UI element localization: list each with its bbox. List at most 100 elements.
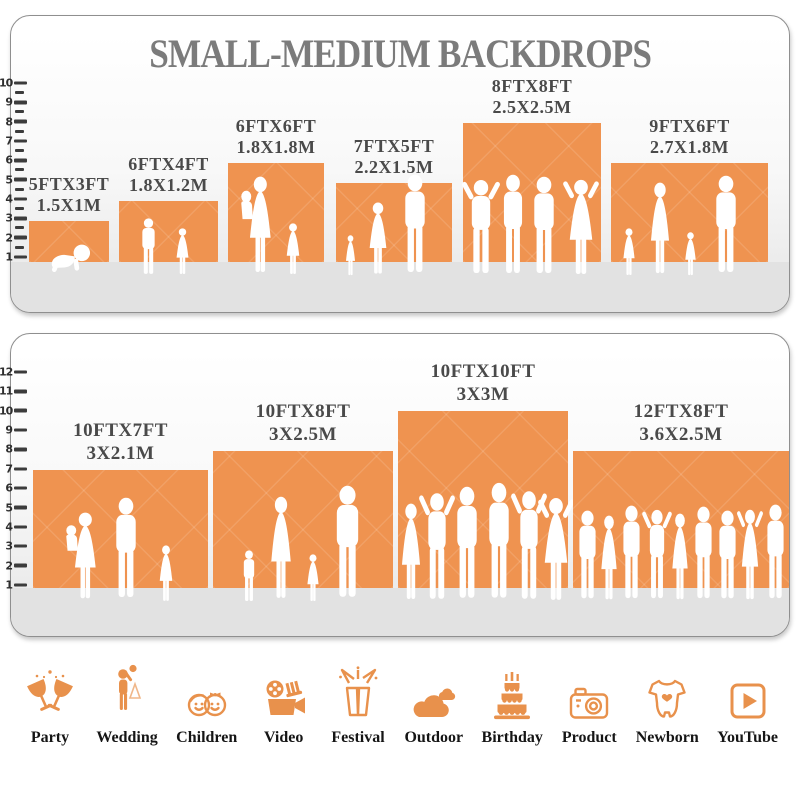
size-ft: 6FTX6FT [235,115,317,136]
silhouette-woman [271,496,291,598]
party-icon [27,670,73,711]
backdrop-bar-10x7: 10FTX7FT 3X2.1M [33,420,208,601]
ruler-tick: 4 [0,520,27,533]
backdrop-bar-5x3: 5FTX3FT 1.5X1M [29,174,109,273]
category-label: Wedding [96,729,158,746]
category-children: Children [176,658,237,747]
size-ft: 10FTX7FT [73,420,168,442]
children-icon [187,692,226,717]
silhouette-man [623,505,640,599]
silhouette-woman [601,515,617,600]
ruler-tick: 1 [0,578,27,591]
silhouette-girl [623,228,635,276]
silhouette-man [534,176,554,274]
backdrop-bar-12x8: 12FTX8FT 3.6X2.5M [573,401,789,600]
size-ft: 7FTX5FT [353,135,435,156]
backdrop-size-label: 8FTX8FT 2.5X2.5M [492,76,573,118]
ruler-tick: 6 [0,482,27,495]
ruler-tick: 8 [0,115,27,128]
backdrop-size-label: 5FTX3FT 1.5X1M [29,174,110,216]
size-ft: 10FTX8FT [255,401,351,423]
size-m: 3X2.5M [269,423,337,445]
silhouette-man [767,504,784,599]
ruler-tick: 7 [0,134,27,147]
silhouette-man-arms-up [641,509,673,599]
outdoor-icon [413,688,455,717]
page-title: SMALL-MEDIUM BACKDROPS [149,31,652,76]
size-m: 1.5X1M [36,194,102,215]
panel-card: 10FTX7FT 3X2.1M 10FTX8FT 3X2.5M 10FTX10F… [10,333,790,637]
size-ft: 5FTX3FT [28,173,110,194]
backdrop-size-label: 10FTX8FT 3X2.5M [256,401,351,446]
size-m: 3X3M [456,383,510,405]
silhouette-man [457,486,477,598]
category-product: Product [561,658,617,747]
category-outdoor: Outdoor [404,658,463,747]
silhouette-woman [650,182,670,274]
silhouette-man-arms-up [418,493,456,599]
backdrop-bar-7x5: 7FTX5FT 2.2X1.5M [336,136,452,276]
backdrop-bar-6x4: 6FTX4FT 1.8X1.2M [119,154,218,275]
silhouette-man [579,510,596,599]
category-label: Outdoor [404,729,464,746]
silhouette-mother-with-child [66,512,96,599]
silhouette-man [116,497,136,597]
size-m: 3X2.1M [86,442,155,464]
ruler-tick: 9 [0,424,27,437]
birthday-icon [494,672,531,720]
silhouette-girl [307,554,319,602]
ruler-tick: 3 [0,540,27,553]
size-m: 3.6X2.5M [639,423,723,445]
size-m: 1.8X1.2M [128,174,208,195]
silhouette-crawling-baby [51,244,91,273]
category-label: YouTube [717,729,778,746]
backdrop-bar-8x8: 8FTX8FT 2.5X2.5M [461,76,601,275]
category-newborn: Newborn [636,658,699,747]
silhouette-man [503,174,523,273]
size-ft: 10FTX10FT [430,361,536,383]
category-video: Video [256,658,312,747]
category-festival: Festival [330,658,386,747]
size-ft: 8FTX8FT [491,75,573,96]
festival-icon [339,666,378,717]
ruler-tick: 7 [0,462,27,475]
ruler-tick: 9 [0,96,27,109]
backdrop-size-label: 6FTX6FT 1.8X1.8M [236,116,317,158]
category-birthday: Birthday [482,658,543,747]
category-label: Party [30,729,70,746]
ruler-minor-tick [15,129,24,133]
ruler-tick: 6 [0,154,27,167]
backdrop-size-label: 7FTX5FT 2.2X1.5M [354,136,435,178]
ruler-minor-tick [15,168,24,172]
category-label: Product [561,729,617,746]
silhouette-man [405,174,425,272]
panel-medium-backdrops: 10FTX7FT 3X2.1M 10FTX8FT 3X2.5M 10FTX10F… [0,333,790,637]
video-icon [266,680,305,715]
ruler-minor-tick [15,110,24,114]
silhouette-man [695,506,712,599]
ruler-tick: 5 [0,501,27,514]
ruler-tick: 12 [0,366,27,379]
size-ft: 6FTX4FT [128,153,209,174]
backdrop-size-label: 6FTX4FT 1.8X1.2M [128,154,209,196]
backdrop-size-label: 12FTX8FT 3.6X2.5M [634,401,729,446]
silhouette-toddler [345,235,356,276]
backdrop-bar-6x6: 6FTX6FT 1.8X1.8M [228,116,324,274]
ruler-tick: 5 [0,173,27,186]
product-icon [570,687,609,719]
category-party: Party [22,658,78,747]
silhouette-man-arms-up [461,179,501,274]
panel-small-backdrops: SMALL-MEDIUM BACKDROPS 5FTX3FT 1.5X1M 6F… [0,15,790,313]
ruler-minor-tick [15,91,24,95]
silhouette-mother-with-child [241,176,271,273]
panel-card: SMALL-MEDIUM BACKDROPS 5FTX3FT 1.5X1M 6F… [10,15,790,313]
category-label: Festival [331,729,385,746]
category-label: Video [263,729,304,746]
backdrop-bar-10x10: 10FTX10FT 3X3M [398,361,575,600]
ruler-tick: 10 [0,404,27,417]
ruler-minor-tick [15,149,24,153]
silhouette-man [489,482,509,598]
silhouette-woman-arms-up [736,509,764,600]
category-youtube: YouTube [717,658,778,747]
